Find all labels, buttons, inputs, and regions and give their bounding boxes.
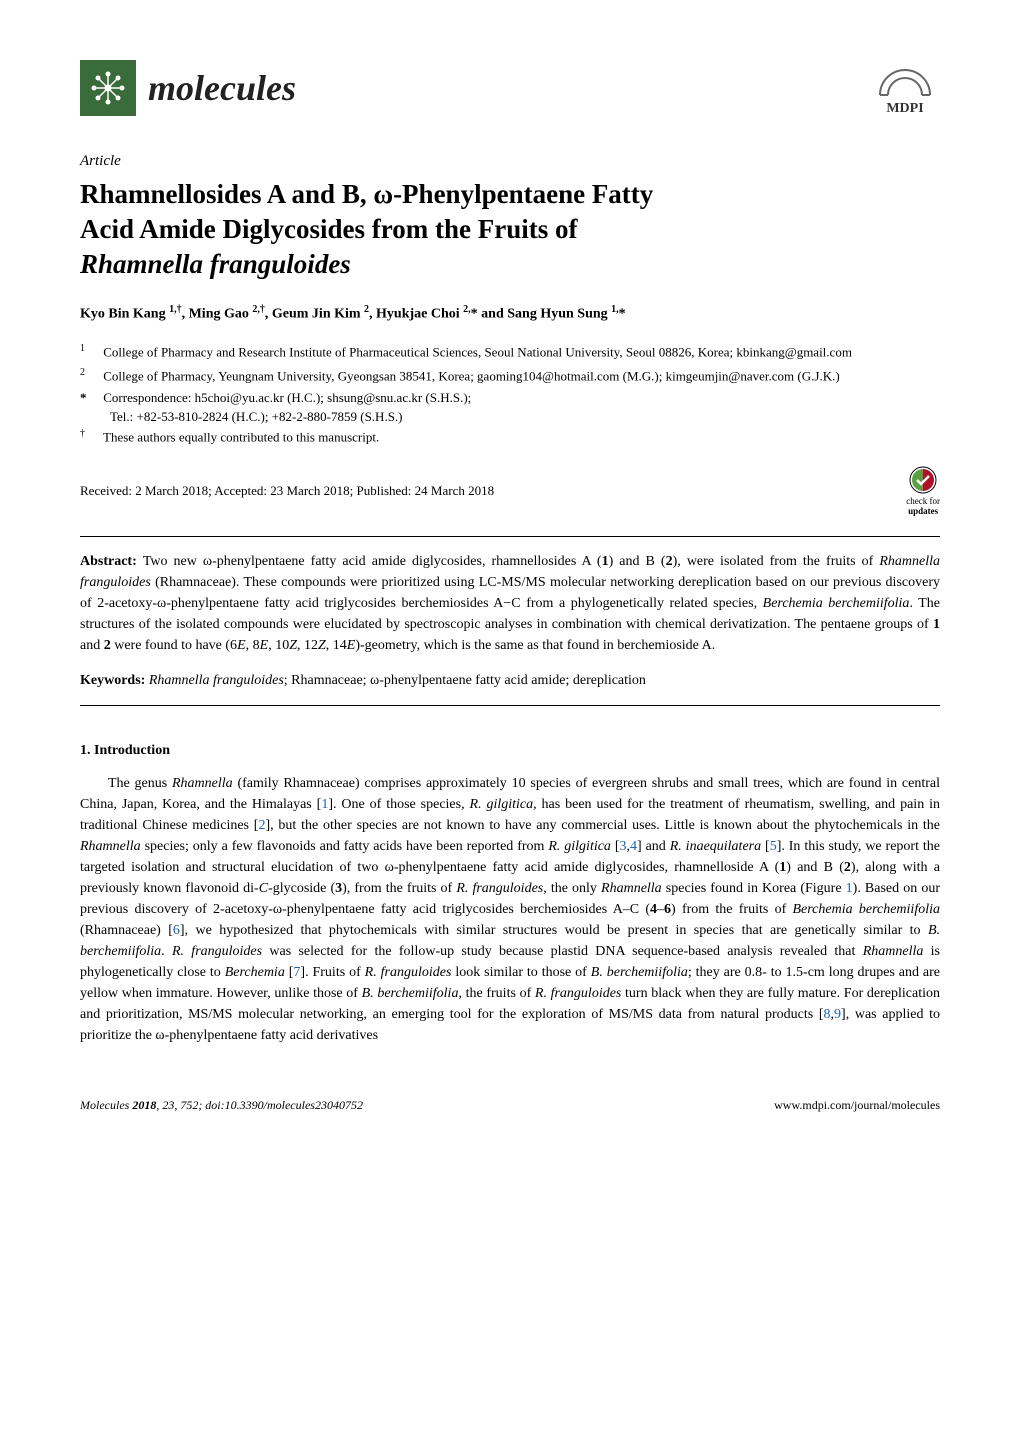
abstract-text: Abstract: Two new ω-phenylpentaene fatty… bbox=[80, 551, 940, 656]
footer: Molecules 2018, 23, 752; doi:10.3390/mol… bbox=[80, 1096, 940, 1114]
journal-logo: molecules bbox=[80, 60, 296, 116]
ref-link[interactable]: 4 bbox=[630, 839, 637, 854]
ref-link[interactable]: 1 bbox=[321, 797, 328, 812]
affiliation-2: 2 College of Pharmacy, Yeungnam Universi… bbox=[80, 366, 940, 386]
journal-icon bbox=[80, 60, 136, 116]
mdpi-logo: MDPI bbox=[870, 60, 940, 130]
correspondence-emails: h5choi@yu.ac.kr (H.C.); shsung@snu.ac.kr… bbox=[195, 390, 472, 405]
introduction-body: The genus Rhamnella (family Rhamnaceae) … bbox=[80, 773, 940, 1046]
ref-link[interactable]: 2 bbox=[258, 818, 265, 833]
contrib-text: These authors equally contributed to thi… bbox=[103, 429, 379, 444]
ref-link[interactable]: 8 bbox=[824, 1007, 831, 1022]
abstract-body: Two new ω-phenylpentaene fatty acid amid… bbox=[80, 554, 940, 653]
title-line-3: Rhamnella franguloides bbox=[80, 249, 351, 279]
dates-row: Received: 2 March 2018; Accepted: 23 Mar… bbox=[80, 465, 940, 517]
article-label: Article bbox=[80, 150, 940, 173]
affiliation-text: College of Pharmacy, Yeungnam University… bbox=[103, 368, 839, 383]
footer-left: Molecules 2018, 23, 752; doi:10.3390/mol… bbox=[80, 1096, 363, 1114]
figure-link[interactable]: 1 bbox=[846, 881, 853, 896]
section-heading: 1. Introduction bbox=[80, 740, 940, 761]
title-line-2: Acid Amide Diglycosides from the Fruits … bbox=[80, 214, 577, 244]
authors-line: Kyo Bin Kang 1,†, Ming Gao 2,†, Geum Jin… bbox=[80, 302, 940, 325]
correspondence-tel: Tel.: +82-53-810-2824 (H.C.); +82-2-880-… bbox=[110, 409, 403, 424]
svg-text:MDPI: MDPI bbox=[886, 101, 923, 116]
footer-right[interactable]: www.mdpi.com/journal/molecules bbox=[774, 1096, 940, 1114]
check-updates-icon bbox=[908, 465, 938, 495]
title-line-1: Rhamnellosides A and B, ω-Phenylpentaene… bbox=[80, 179, 653, 209]
abstract-label: Abstract: bbox=[80, 554, 143, 569]
ref-link[interactable]: 7 bbox=[293, 965, 300, 980]
affiliation-1: 1 College of Pharmacy and Research Insti… bbox=[80, 342, 940, 362]
affiliation-text: College of Pharmacy and Research Institu… bbox=[103, 345, 852, 360]
correspondence: * Correspondence: h5choi@yu.ac.kr (H.C.)… bbox=[80, 389, 940, 425]
contribution-note: † These authors equally contributed to t… bbox=[80, 426, 940, 447]
affiliation-marker: 2 bbox=[80, 366, 100, 380]
article-title: Rhamnellosides A and B, ω-Phenylpentaene… bbox=[80, 177, 940, 282]
ref-link[interactable]: 3 bbox=[620, 839, 627, 854]
header: molecules MDPI bbox=[80, 60, 940, 130]
keywords-label: Keywords: bbox=[80, 673, 149, 688]
correspondence-label: Correspondence: bbox=[103, 390, 194, 405]
publication-dates: Received: 2 March 2018; Accepted: 23 Mar… bbox=[80, 481, 494, 501]
correspondence-marker: * bbox=[80, 389, 100, 407]
check-updates-text: check for updates bbox=[906, 497, 940, 517]
contrib-marker: † bbox=[80, 426, 100, 441]
keywords: Keywords: Rhamnella franguloides; Rhamna… bbox=[80, 670, 940, 691]
ref-link[interactable]: 5 bbox=[770, 839, 777, 854]
ref-link[interactable]: 6 bbox=[173, 923, 180, 938]
affiliation-marker: 1 bbox=[80, 342, 100, 356]
ref-link[interactable]: 9 bbox=[834, 1007, 841, 1022]
journal-name: molecules bbox=[148, 61, 296, 115]
check-updates-badge[interactable]: check for updates bbox=[906, 465, 940, 517]
abstract-box: Abstract: Two new ω-phenylpentaene fatty… bbox=[80, 536, 940, 706]
